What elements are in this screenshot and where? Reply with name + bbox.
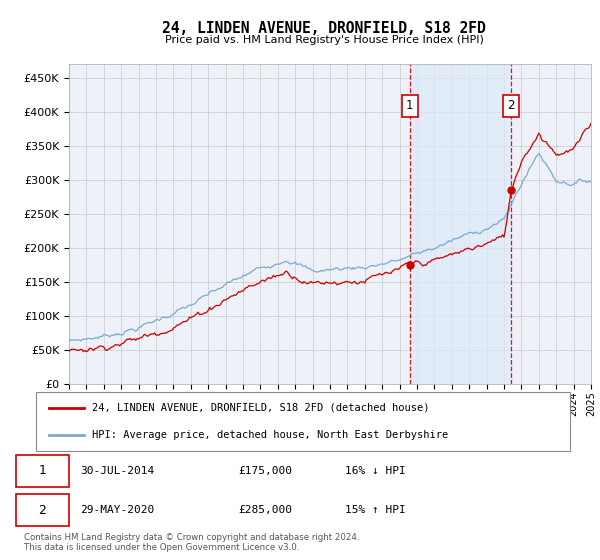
Bar: [410, 64, 511, 384]
FancyBboxPatch shape: [36, 392, 570, 451]
Text: 15% ↑ HPI: 15% ↑ HPI: [346, 505, 406, 515]
Text: This data is licensed under the Open Government Licence v3.0.: This data is licensed under the Open Gov…: [24, 543, 299, 552]
Text: Price paid vs. HM Land Registry's House Price Index (HPI): Price paid vs. HM Land Registry's House …: [164, 35, 484, 45]
Text: £285,000: £285,000: [238, 505, 292, 515]
Text: 24, LINDEN AVENUE, DRONFIELD, S18 2FD: 24, LINDEN AVENUE, DRONFIELD, S18 2FD: [162, 21, 486, 36]
Text: 24, LINDEN AVENUE, DRONFIELD, S18 2FD (detached house): 24, LINDEN AVENUE, DRONFIELD, S18 2FD (d…: [92, 403, 430, 413]
Text: 29-MAY-2020: 29-MAY-2020: [80, 505, 155, 515]
Text: HPI: Average price, detached house, North East Derbyshire: HPI: Average price, detached house, Nort…: [92, 430, 448, 440]
FancyBboxPatch shape: [16, 455, 69, 487]
Text: 16% ↓ HPI: 16% ↓ HPI: [346, 466, 406, 476]
Text: Contains HM Land Registry data © Crown copyright and database right 2024.: Contains HM Land Registry data © Crown c…: [24, 533, 359, 542]
Text: 2: 2: [38, 504, 46, 517]
Text: 30-JUL-2014: 30-JUL-2014: [80, 466, 155, 476]
Text: £175,000: £175,000: [238, 466, 292, 476]
Text: 1: 1: [38, 464, 46, 478]
FancyBboxPatch shape: [16, 494, 69, 526]
Text: 2: 2: [508, 99, 515, 113]
Text: 1: 1: [406, 99, 413, 113]
